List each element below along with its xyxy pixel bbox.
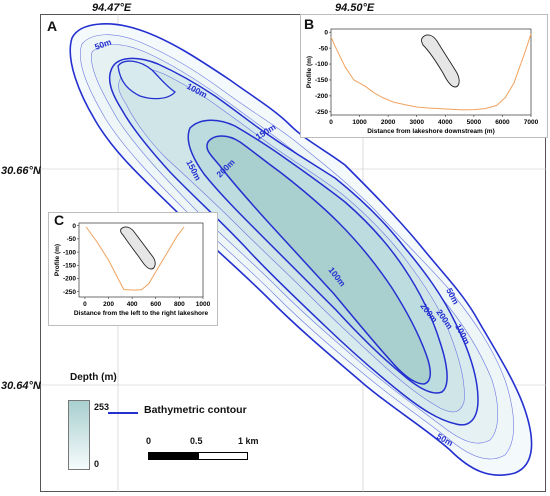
- panel-letter-a: A: [47, 18, 58, 34]
- inset-c-ytick-label: -200: [63, 276, 76, 283]
- inset-b-ytick-label: -200: [315, 93, 328, 100]
- inset-b-xtick-label: 3000: [409, 119, 424, 126]
- inset-c-xlabel: Distance from the left to the right lake…: [74, 310, 209, 317]
- inset-c-ytick-label: -50: [67, 236, 77, 243]
- inset-c-ytick-label: -150: [63, 262, 76, 269]
- inset-c: 0 200 400 600 800 1000 0 -50 -100 -150 -200 -250 Dis…: [48, 212, 218, 326]
- inset-b-xtick-label: 2000: [381, 119, 396, 126]
- legend-min: 0: [94, 459, 100, 469]
- inset-c-ytick-label: -250: [63, 289, 76, 296]
- inset-b-lake-outline: [421, 34, 460, 88]
- inset-c-ylabel: Profile (m): [54, 244, 61, 276]
- panel-letter-c: C: [54, 212, 65, 228]
- inset-b-chart: 0 1000 2000 3000 4000 5000 6000 7000 0 -50 -100 -15…: [306, 28, 539, 135]
- inset-c-ytick-label: -100: [63, 249, 76, 256]
- inset-b-xtick-label: 0: [329, 119, 333, 126]
- lon-label-1: 94.47°E: [92, 2, 132, 14]
- inset-c-lake-outline: [120, 226, 156, 270]
- scalebar-black: [148, 452, 198, 460]
- scalebar-label-1: 0.5: [190, 436, 203, 446]
- lat-label-2: 30.64°N: [1, 380, 41, 392]
- legend-max: 253: [94, 402, 110, 412]
- inset-b: 0 1000 2000 3000 4000 5000 6000 7000 0 -50 -100 -15…: [300, 14, 548, 138]
- inset-c-xtick-label: 0: [83, 301, 87, 308]
- inset-b-ytick-label: -250: [315, 109, 328, 116]
- inset-b-plot-area: [330, 28, 532, 116]
- inset-c-profile-line: [85, 226, 185, 291]
- panel-letter-b: B: [304, 16, 315, 32]
- contour-200m: [206, 135, 431, 385]
- inset-b-ytick-label: -50: [319, 45, 329, 52]
- inset-b-profile-line: [330, 33, 532, 111]
- inset-c-plot-area: [78, 222, 204, 298]
- lon-label-2: 94.50°E: [335, 2, 375, 14]
- contour-legend-label: Bathymetric contour: [144, 404, 247, 416]
- inset-b-ylabel: Profile (m): [306, 56, 313, 88]
- scalebar-white: [198, 452, 248, 460]
- inset-b-xtick-label: 4000: [438, 119, 453, 126]
- legend-title: Depth (m): [70, 372, 117, 383]
- contour-upper-lobe: [117, 60, 176, 100]
- scalebar-label-2: 1 km: [238, 436, 259, 446]
- scalebar-label-0: 0: [146, 436, 152, 446]
- inset-c-xtick-label: 600: [150, 301, 161, 308]
- inset-b-xtick-label: 5000: [467, 119, 482, 126]
- inset-b-xtick-label: 7000: [524, 119, 539, 126]
- inset-c-ytick-label: 0: [72, 223, 76, 230]
- inset-c-xtick-label: 400: [127, 301, 138, 308]
- inset-b-ytick-label: -150: [315, 77, 328, 84]
- inset-b-xtick-label: 1000: [352, 119, 367, 126]
- lat-label-1: 30.66°N: [1, 165, 41, 177]
- inset-c-xtick-label: 800: [174, 301, 185, 308]
- inset-c-chart: 0 200 400 600 800 1000 0 -50 -100 -150 -200 -250 Dis…: [54, 222, 211, 317]
- inset-c-xtick-label: 1000: [196, 301, 211, 308]
- inset-b-ytick-label: 0: [324, 29, 328, 36]
- inset-b-xlabel: Distance from lakeshore downstream (m): [367, 128, 495, 135]
- depth-colorbar: [68, 400, 90, 470]
- inset-b-xtick-label: 6000: [495, 119, 510, 126]
- inset-b-ytick-label: -100: [315, 61, 328, 68]
- inset-c-xtick-label: 200: [103, 301, 114, 308]
- contour-legend-line: [108, 412, 138, 414]
